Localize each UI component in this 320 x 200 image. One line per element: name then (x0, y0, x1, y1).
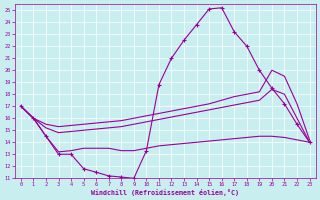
X-axis label: Windchill (Refroidissement éolien,°C): Windchill (Refroidissement éolien,°C) (91, 189, 239, 196)
